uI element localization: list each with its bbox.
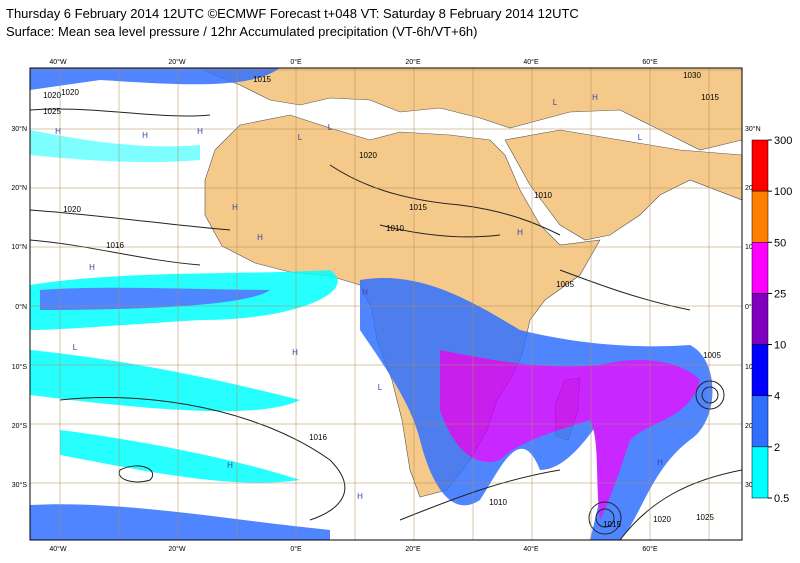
colorbar-segment <box>751 293 769 345</box>
lat-label: 20°N <box>11 184 27 192</box>
isobar-label: 1020 <box>359 151 377 160</box>
pressure-center: L <box>298 133 303 142</box>
lat-label: 30°N <box>745 125 761 133</box>
lon-label: 0°E <box>290 545 302 553</box>
colorbar-segment <box>751 395 769 448</box>
isobar-label: 1010 <box>386 224 404 233</box>
colorbar-label: 4 <box>774 391 780 403</box>
pressure-center: H <box>257 233 263 242</box>
lat-label: 30°S <box>12 481 28 489</box>
colorbar-label: 25 <box>774 288 786 300</box>
isobar-label: 1010 <box>489 498 507 507</box>
isobar-label: 1015 <box>409 203 427 212</box>
pressure-center: H <box>657 458 663 467</box>
pressure-center: H <box>142 131 148 140</box>
lon-label: 40°E <box>523 545 539 553</box>
lon-label: 0°E <box>290 58 302 66</box>
lon-label: 20°W <box>168 545 186 553</box>
colorbar-label: 300 <box>774 135 792 147</box>
isobar-label: 1005 <box>556 280 574 289</box>
map-layers <box>30 68 742 540</box>
lat-label: 0°N <box>15 303 27 311</box>
isobar-label: 1025 <box>696 513 714 522</box>
pressure-center: L <box>378 383 383 392</box>
pressure-center: H <box>517 228 523 237</box>
pressure-center: H <box>362 288 368 297</box>
pressure-center: L <box>328 123 333 132</box>
lon-label: 60°E <box>642 545 658 553</box>
lon-label: 20°W <box>168 58 186 66</box>
pressure-center: H <box>357 492 363 501</box>
map-frame <box>29 67 743 541</box>
colorbar-segment <box>751 242 769 294</box>
lat-label: 20°S <box>12 422 28 430</box>
isobar-label: 1016 <box>106 241 124 250</box>
pressure-center: L <box>638 133 643 142</box>
isobar-label: 1010 <box>534 191 552 200</box>
land-europe <box>199 68 742 151</box>
colorbar-label: 10 <box>774 340 786 352</box>
isobar-label: 1030 <box>683 71 701 80</box>
isobar-label: 1016 <box>309 433 327 442</box>
pressure-center: L <box>73 343 78 352</box>
isobar-label: 1020 <box>43 91 61 100</box>
colorbar-label: 100 <box>774 186 792 198</box>
lat-label: 0°N <box>745 303 757 311</box>
lon-label: 40°W <box>49 58 67 66</box>
colorbar-segment <box>751 190 769 243</box>
colorbar-segment <box>751 139 769 192</box>
isobars <box>30 108 742 540</box>
colorbar-segment <box>751 446 769 499</box>
precipitation <box>30 68 713 540</box>
pressure-center: H <box>55 127 61 136</box>
pressure-center: H <box>197 127 203 136</box>
isobar-label: 1005 <box>703 351 721 360</box>
lat-label: 10°S <box>12 363 28 371</box>
isobar-label: 1020 <box>63 205 81 214</box>
lat-label: 30°N <box>11 125 27 133</box>
lon-label: 40°E <box>523 58 539 66</box>
pressure-center: H <box>292 348 298 357</box>
lon-label: 60°E <box>642 58 658 66</box>
pressure-center: L <box>553 98 558 107</box>
isobar-label: 1020 <box>61 88 79 97</box>
lon-label: 40°W <box>49 545 67 553</box>
lon-label: 20°E <box>405 545 421 553</box>
lat-label: 10°N <box>11 243 27 251</box>
isobar-label: 1020 <box>653 515 671 524</box>
isobar-label: 1015 <box>253 75 271 84</box>
subtitle: Surface: Mean sea level pressure / 12hr … <box>6 24 478 39</box>
isobar-label: 1015 <box>701 93 719 102</box>
colorbar-label: 50 <box>774 237 786 249</box>
isobar-label: 1015 <box>603 520 621 529</box>
lon-label: 20°E <box>405 58 421 66</box>
pressure-center: H <box>89 263 95 272</box>
colorbar-segment <box>751 344 769 396</box>
pressure-center: H <box>592 93 598 102</box>
isobar-label: 1025 <box>43 107 61 116</box>
colorbar-label: 0.5 <box>774 493 789 505</box>
pressure-center: H <box>227 461 233 470</box>
colorbar-label: 2 <box>774 442 780 454</box>
pressure-center: H <box>232 203 238 212</box>
title: Thursday 6 February 2014 12UTC ©ECMWF Fo… <box>6 6 579 21</box>
land-arabia <box>504 129 742 241</box>
